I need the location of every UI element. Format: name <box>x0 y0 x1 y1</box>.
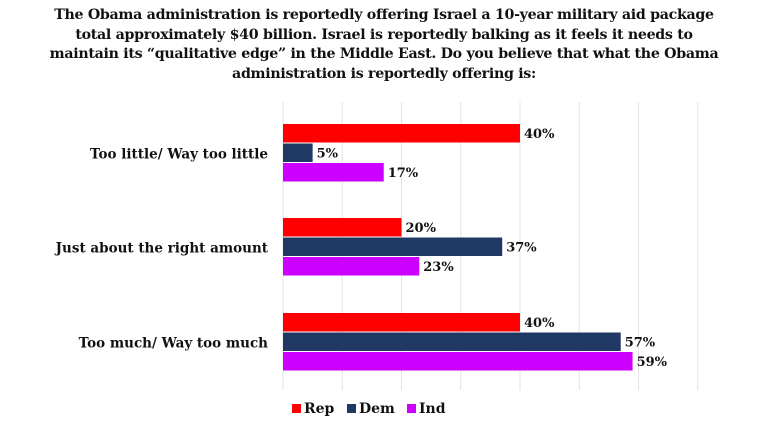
bar-dem <box>283 332 621 351</box>
data-label: 59% <box>637 355 668 370</box>
bar-rep <box>283 124 520 143</box>
legend-swatch-dem <box>347 404 356 413</box>
category-label: Too little/ Way too little <box>90 146 268 162</box>
bar-dem <box>283 143 313 162</box>
data-label: 23% <box>423 260 454 275</box>
data-label: 37% <box>506 241 537 256</box>
bar-rep <box>283 313 520 332</box>
legend-label: Ind <box>419 401 446 417</box>
data-label: 5% <box>317 147 339 162</box>
data-label: 40% <box>524 316 555 331</box>
data-label: 40% <box>524 127 555 142</box>
legend-label: Rep <box>304 401 335 417</box>
legend-label: Dem <box>359 401 395 417</box>
legend-swatch-ind <box>407 404 416 413</box>
category-label: Just about the right amount <box>55 240 269 256</box>
chart-title: The Obama administration is reportedly o… <box>49 7 719 82</box>
bar-ind <box>283 257 420 276</box>
data-label: 20% <box>406 221 437 236</box>
bar-ind <box>283 163 384 182</box>
legend-swatch-rep <box>292 404 301 413</box>
bar-rep <box>283 218 402 237</box>
data-label: 57% <box>625 336 656 351</box>
category-label: Too much/ Way too much <box>79 335 269 351</box>
data-label: 17% <box>388 166 419 181</box>
bar-ind <box>283 352 633 371</box>
bar-dem <box>283 237 503 256</box>
